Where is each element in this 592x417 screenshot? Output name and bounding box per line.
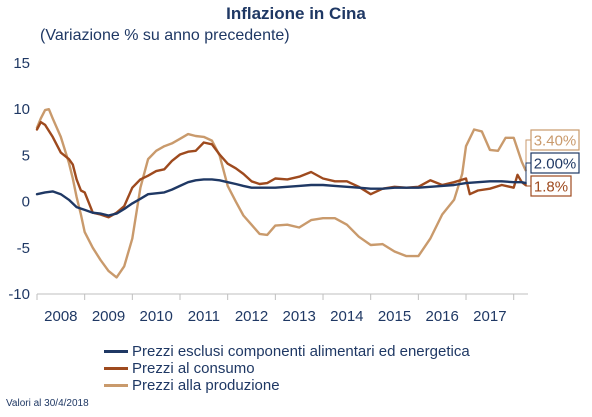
end-label-connector: [525, 184, 531, 187]
end-label-connector: [525, 162, 531, 184]
y-tick-label: 0: [22, 194, 30, 211]
y-tick-label: 5: [22, 147, 30, 164]
legend-label-producer: Prezzi alla produzione: [132, 377, 280, 394]
x-tick-label: 2012: [235, 308, 268, 325]
chart-title: Inflazione in Cina: [226, 4, 366, 23]
y-tick-label: -10: [8, 286, 30, 303]
x-tick-label: 2010: [139, 308, 172, 325]
legend-swatch-consumer: [104, 367, 128, 370]
chart-axes: 15 10 5 0 -5 -10 2008 2009 2010 2011 2012 2013 2014 2…: [8, 55, 528, 325]
legend-item-consumer-prices: Prezzi al consumo: [104, 360, 470, 377]
series-line-1: [35, 120, 527, 219]
legend-swatch-producer: [104, 384, 128, 387]
end-label-box: [530, 129, 580, 151]
end-label-text: 3.40%: [534, 133, 577, 150]
x-tick-label: 2011: [188, 308, 220, 325]
x-tick-label: 2008: [44, 308, 77, 325]
x-tick-label: 2017: [473, 308, 506, 325]
x-tick-label: 2013: [282, 308, 315, 325]
series-line-2: [35, 107, 527, 279]
data-date-note: Valori al 30/4/2018: [6, 398, 89, 409]
end-label-box: [530, 175, 572, 197]
chart-legend: Prezzi esclusi componenti alimentari ed …: [104, 343, 470, 394]
series-line-0: [35, 178, 527, 217]
x-tick-label: 2009: [92, 308, 125, 325]
x-tick-label: 2015: [378, 308, 411, 325]
y-tick-label: 15: [13, 55, 30, 72]
end-label-box: [530, 152, 580, 174]
chart-lines: [35, 107, 527, 279]
x-tick-label: 2016: [426, 308, 459, 325]
end-label-text: 2.00%: [534, 156, 577, 173]
legend-item-core-prices: Prezzi esclusi componenti alimentari ed …: [104, 343, 470, 360]
chart-subtitle: (Variazione % su anno precedente): [40, 27, 290, 44]
end-label-connector: [525, 139, 531, 171]
legend-item-producer-prices: Prezzi alla produzione: [104, 377, 470, 394]
legend-swatch-core: [104, 350, 128, 353]
y-tick-label: 10: [13, 101, 30, 118]
end-labels: 3.40% 2.00% 1.8%: [525, 129, 580, 197]
end-label-text: 1.8%: [534, 179, 568, 196]
y-tick-label: -5: [17, 240, 30, 257]
x-tick-label: 2014: [330, 308, 363, 325]
legend-label-consumer: Prezzi al consumo: [132, 360, 255, 377]
legend-label-core: Prezzi esclusi componenti alimentari ed …: [132, 343, 470, 360]
